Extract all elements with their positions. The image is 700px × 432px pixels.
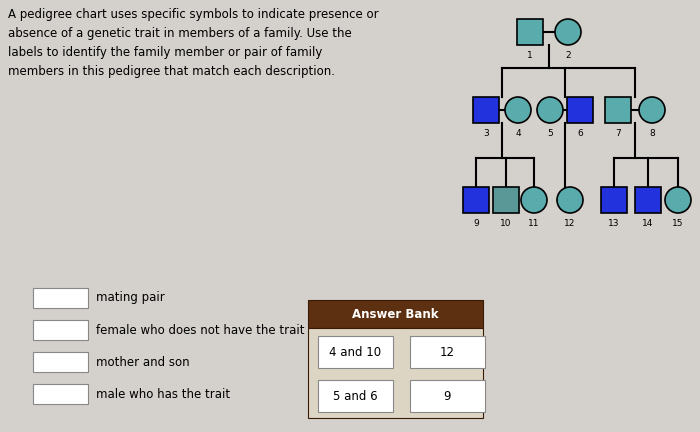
Bar: [318, 380, 393, 412]
Bar: [410, 336, 485, 368]
Bar: [410, 380, 485, 412]
Bar: [517, 19, 543, 45]
Bar: [308, 328, 483, 418]
Text: 6: 6: [577, 129, 583, 138]
Text: mother and son: mother and son: [95, 356, 189, 368]
Text: male who has the trait: male who has the trait: [95, 388, 230, 400]
Text: mating pair: mating pair: [95, 292, 164, 305]
Text: female who does not have the trait: female who does not have the trait: [95, 324, 304, 337]
Text: 5 and 6: 5 and 6: [333, 390, 378, 403]
Text: 5: 5: [547, 129, 553, 138]
Text: 12: 12: [440, 346, 455, 359]
Text: 3: 3: [483, 129, 489, 138]
Circle shape: [639, 97, 665, 123]
Bar: [318, 336, 393, 368]
Text: 2: 2: [565, 51, 570, 60]
Bar: [567, 97, 593, 123]
Text: A pedigree chart uses specific symbols to indicate presence or
absence of a gene: A pedigree chart uses specific symbols t…: [8, 8, 379, 78]
Bar: [605, 97, 631, 123]
Text: 9: 9: [473, 219, 479, 228]
Circle shape: [555, 19, 581, 45]
Text: 14: 14: [643, 219, 654, 228]
Bar: [493, 187, 519, 213]
Bar: [32, 288, 88, 308]
Text: 11: 11: [528, 219, 540, 228]
Bar: [601, 187, 627, 213]
Text: 13: 13: [608, 219, 620, 228]
Text: 8: 8: [649, 129, 655, 138]
Text: 10: 10: [500, 219, 512, 228]
Text: 12: 12: [564, 219, 575, 228]
Bar: [32, 384, 88, 404]
Text: 9: 9: [444, 390, 452, 403]
Bar: [473, 97, 499, 123]
Text: 4 and 10: 4 and 10: [330, 346, 382, 359]
Text: 15: 15: [672, 219, 684, 228]
Text: 4: 4: [515, 129, 521, 138]
Circle shape: [557, 187, 583, 213]
Bar: [32, 320, 88, 340]
Bar: [308, 300, 483, 328]
Circle shape: [521, 187, 547, 213]
Circle shape: [537, 97, 563, 123]
Bar: [463, 187, 489, 213]
Circle shape: [505, 97, 531, 123]
Bar: [635, 187, 661, 213]
Circle shape: [665, 187, 691, 213]
Text: 7: 7: [615, 129, 621, 138]
Text: 1: 1: [527, 51, 533, 60]
Bar: [32, 352, 88, 372]
Text: Answer Bank: Answer Bank: [352, 308, 439, 321]
